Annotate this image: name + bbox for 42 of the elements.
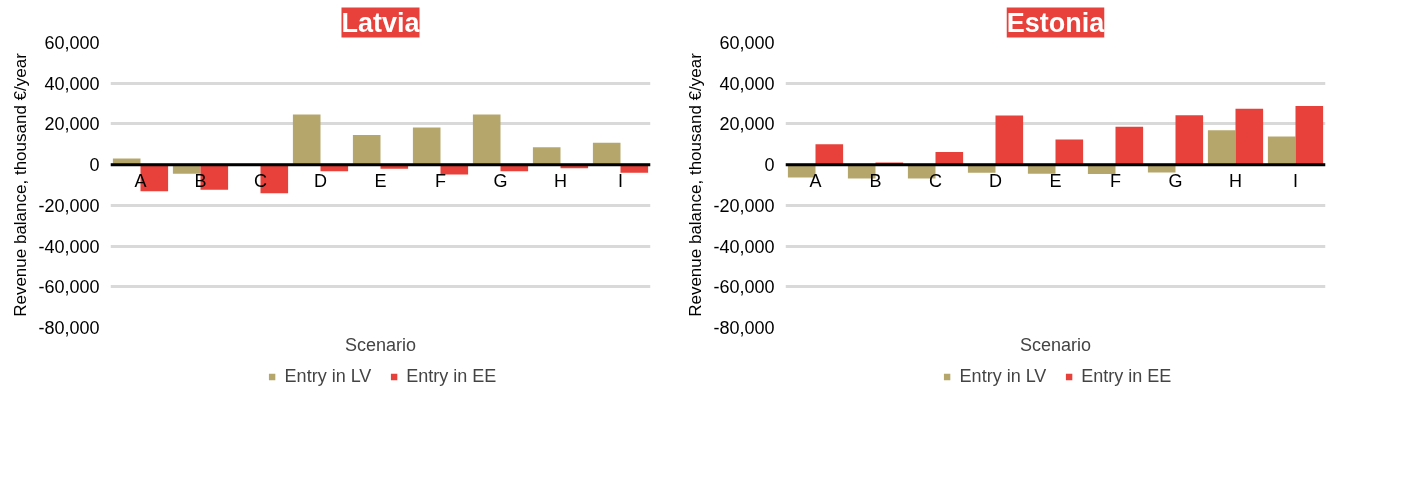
y-axis-title: Revenue balance, thousand €/year [11, 52, 31, 317]
x-tick-label: G [1168, 170, 1183, 191]
x-tick-label: B [869, 170, 882, 191]
legend-label: Entry in EE [406, 365, 497, 387]
x-tick-label: A [809, 170, 822, 191]
x-tick-label: A [134, 170, 147, 191]
x-tick-label: D [314, 170, 327, 191]
y-tick-label: 0 [89, 155, 100, 176]
x-tick-label: I [618, 170, 624, 191]
y-tick-label: 60,000 [44, 33, 100, 53]
x-tick-label: E [1049, 170, 1062, 191]
y-tick-label: 40,000 [44, 73, 100, 94]
y-tick-label: -60,000 [38, 277, 100, 298]
legend-label: Entry in LV [284, 365, 372, 387]
chart-title: Latvia [341, 7, 421, 38]
x-tick-label: H [554, 170, 567, 191]
x-axis-title: Scenario [1019, 334, 1092, 355]
y-tick-label: 0 [764, 155, 775, 176]
x-tick-label: E [374, 170, 387, 191]
y-tick-label: 60,000 [719, 33, 775, 53]
x-tick-label: F [435, 170, 446, 191]
y-tick-label: -20,000 [713, 195, 775, 216]
y-tick-label: -60,000 [713, 277, 775, 298]
x-tick-label: F [1110, 170, 1121, 191]
x-axis-title: Scenario [344, 334, 417, 355]
y-tick-label: 20,000 [44, 114, 100, 135]
x-tick-label: C [929, 170, 942, 191]
legend-label: Entry in LV [959, 365, 1047, 387]
x-tick-label: I [1293, 170, 1299, 191]
x-tick-label: G [493, 170, 508, 191]
y-tick-label: -40,000 [713, 236, 775, 257]
x-tick-label: D [989, 170, 1002, 191]
legend-label: Entry in EE [1081, 365, 1172, 387]
y-tick-label: -80,000 [713, 318, 775, 338]
y-tick-label: -40,000 [38, 236, 100, 257]
y-tick-label: 20,000 [719, 114, 775, 135]
x-tick-label: H [1229, 170, 1242, 191]
y-tick-label: 40,000 [719, 73, 775, 94]
x-tick-label: C [254, 170, 267, 191]
y-tick-label: -20,000 [38, 195, 100, 216]
y-tick-label: -80,000 [38, 318, 100, 338]
y-axis-title: Revenue balance, thousand €/year [686, 52, 706, 317]
